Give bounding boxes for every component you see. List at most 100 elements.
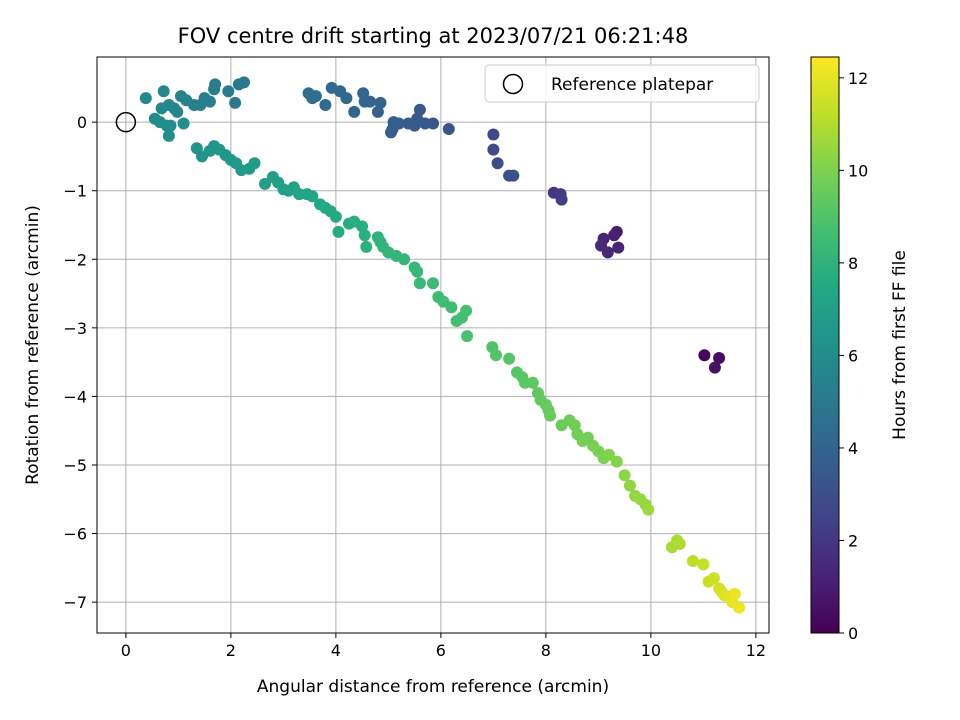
y-axis-label: Rotation from reference (arcmin)	[23, 205, 43, 485]
data-point	[411, 265, 424, 278]
data-point	[610, 455, 623, 468]
y-tick-label: −4	[63, 387, 87, 406]
data-point	[398, 253, 411, 266]
y-tick-label: −5	[63, 456, 87, 475]
data-point	[157, 85, 170, 98]
data-point	[329, 210, 342, 223]
data-point	[332, 225, 345, 238]
data-point	[697, 558, 710, 571]
legend: Reference platepar	[484, 64, 760, 103]
data-point	[259, 177, 271, 190]
colorbar-ticks: 0 2 4 6 8 10 12	[839, 69, 868, 643]
data-point	[642, 503, 655, 516]
data-points	[139, 76, 746, 614]
data-point	[360, 240, 373, 253]
data-point	[306, 190, 319, 203]
data-point	[155, 102, 168, 115]
data-point	[608, 229, 621, 242]
data-point	[445, 301, 458, 314]
data-point	[427, 277, 439, 290]
colorbar-tick-label: 0	[848, 624, 858, 643]
data-point	[442, 123, 455, 135]
data-point	[526, 376, 539, 389]
data-point	[487, 128, 500, 141]
colorbar-tick-label: 8	[848, 254, 858, 273]
data-point	[402, 117, 415, 130]
data-point	[595, 239, 607, 252]
colorbar-tick-label: 12	[848, 69, 868, 88]
y-tick-label: −1	[63, 182, 87, 201]
data-point	[713, 352, 726, 364]
x-tick-label: 12	[746, 641, 766, 660]
data-point	[460, 304, 473, 317]
colorbar-tick-label: 6	[848, 346, 858, 365]
data-point	[374, 96, 387, 109]
legend-reference-marker	[502, 73, 524, 95]
colorbar-tick-label: 4	[848, 439, 858, 458]
data-point	[461, 330, 474, 343]
data-point	[358, 229, 371, 242]
x-tick-label: 10	[641, 641, 661, 660]
x-tick-label: 4	[331, 641, 341, 660]
data-point	[673, 537, 686, 550]
data-point	[222, 85, 235, 98]
data-point	[507, 169, 520, 182]
data-point	[248, 157, 261, 170]
data-point	[306, 92, 319, 105]
data-point	[413, 277, 426, 290]
data-point	[319, 99, 332, 111]
data-point	[232, 78, 245, 91]
y-axis-ticks: 0 −1 −2 −3 −4 −5 −6 −7	[63, 113, 97, 612]
data-point	[708, 361, 721, 374]
data-point	[387, 116, 400, 129]
grid	[97, 57, 769, 633]
reference-marker	[115, 111, 137, 133]
data-point	[728, 587, 741, 600]
data-point	[733, 601, 746, 614]
data-point	[487, 143, 500, 156]
data-point	[707, 572, 720, 585]
data-point	[229, 96, 242, 109]
y-tick-label: −2	[63, 250, 87, 269]
data-point	[164, 119, 177, 132]
x-tick-label: 6	[436, 641, 446, 660]
data-point	[357, 87, 370, 100]
x-axis-ticks: 0 2 4 6 8 10 12	[121, 633, 766, 660]
x-tick-label: 8	[541, 641, 551, 660]
x-tick-label: 2	[226, 641, 236, 660]
y-tick-label: 0	[77, 113, 87, 132]
data-point	[623, 479, 636, 492]
data-point	[175, 90, 187, 103]
reference-marker-group	[115, 111, 137, 133]
legend-entry-reference: Reference platepar	[551, 75, 713, 95]
data-point	[208, 83, 221, 96]
data-point	[555, 193, 568, 206]
data-point	[162, 129, 175, 142]
data-point	[491, 157, 504, 170]
legend-box	[484, 64, 760, 103]
colorbar-tick-label: 2	[848, 531, 858, 550]
y-tick-label: −3	[63, 319, 87, 338]
data-point	[612, 241, 625, 254]
y-tick-label: −6	[63, 525, 87, 544]
data-point	[618, 469, 631, 482]
data-point	[503, 352, 516, 365]
chart-title: FOV centre drift starting at 2023/07/21 …	[178, 24, 689, 48]
data-point	[544, 409, 557, 422]
data-point	[177, 117, 190, 130]
plot-frame	[96, 56, 770, 634]
data-point	[490, 349, 502, 362]
data-point	[698, 349, 711, 362]
colorbar-tick-label: 10	[848, 161, 868, 180]
x-axis-label: Angular distance from reference (arcmin)	[257, 677, 609, 697]
data-point	[139, 92, 152, 105]
data-point	[325, 81, 338, 94]
x-tick-label: 0	[121, 641, 131, 660]
colorbar	[810, 56, 840, 634]
data-point	[371, 105, 384, 118]
data-point	[602, 448, 615, 461]
data-point	[385, 126, 397, 139]
y-tick-label: −7	[63, 593, 87, 612]
colorbar-label: Hours from first FF file	[890, 250, 910, 440]
